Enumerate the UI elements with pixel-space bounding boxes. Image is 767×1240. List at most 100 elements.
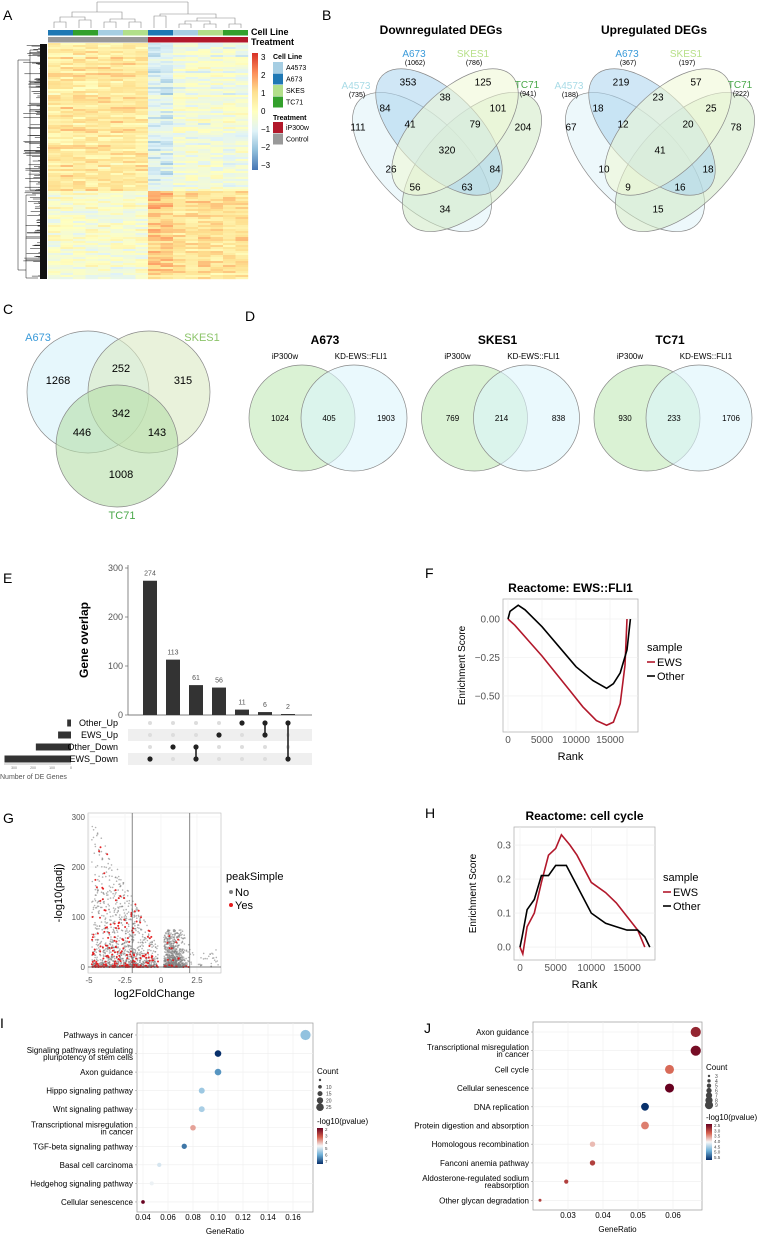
point-no bbox=[95, 943, 98, 946]
heatmap-cell bbox=[235, 181, 249, 184]
color-legend-bar bbox=[317, 1128, 323, 1164]
heatmap-cell bbox=[223, 81, 236, 84]
heatmap-cell bbox=[85, 137, 99, 140]
heatmap-cell bbox=[223, 251, 236, 254]
size-legend-label: 8 bbox=[715, 1098, 718, 1104]
heatmap-cell bbox=[160, 77, 174, 80]
point-no bbox=[163, 964, 166, 966]
heatmap-cell bbox=[98, 187, 111, 190]
point-no bbox=[170, 932, 172, 934]
heatmap-cell bbox=[210, 121, 224, 124]
point-no bbox=[93, 936, 96, 938]
heatmap-cell bbox=[198, 63, 211, 66]
heatmap-cell bbox=[135, 183, 149, 186]
point-no bbox=[173, 965, 175, 967]
heatmap-cell bbox=[160, 163, 174, 166]
matrix-dot bbox=[148, 745, 152, 749]
heatmap-cell bbox=[235, 103, 249, 106]
point-no bbox=[99, 942, 101, 945]
heatmap-cell bbox=[73, 213, 86, 216]
point-no bbox=[209, 953, 211, 955]
point-no bbox=[210, 965, 212, 967]
point-no bbox=[98, 848, 100, 851]
set-size-bar bbox=[58, 731, 71, 739]
heatmap-cell bbox=[210, 81, 224, 84]
venn-set-total: (1062) bbox=[405, 60, 425, 67]
point-yes bbox=[118, 954, 121, 957]
heatmap-cell bbox=[210, 267, 224, 270]
heatmap-cell bbox=[85, 179, 99, 182]
heatmap-cell bbox=[235, 121, 249, 124]
x-axis-title: Rank bbox=[572, 979, 598, 991]
heatmap-cell bbox=[160, 205, 174, 208]
size-legend-label: 25 bbox=[326, 1105, 332, 1111]
heatmap-cell bbox=[173, 57, 186, 60]
heatmap-cell bbox=[235, 225, 249, 228]
venn-set-total: (367) bbox=[620, 60, 636, 67]
heatmap-cell bbox=[110, 47, 124, 50]
heatmap-cell bbox=[160, 193, 174, 196]
heatmap-cell bbox=[160, 137, 174, 140]
heatmap-cell bbox=[173, 141, 186, 144]
size-legend-dot bbox=[316, 1097, 324, 1104]
heatmap-cell bbox=[123, 65, 136, 68]
heatmap-cell bbox=[173, 55, 186, 58]
heatmap-cell bbox=[123, 71, 136, 74]
heatmap-cell bbox=[135, 267, 149, 270]
heatmap-cell bbox=[148, 91, 161, 94]
set-size-tick-label: 0 bbox=[70, 766, 72, 770]
heatmap-cell bbox=[123, 205, 136, 208]
venn-set-label-a4573: A4573 bbox=[342, 81, 371, 92]
heatmap-cell bbox=[148, 121, 161, 124]
point-no bbox=[177, 959, 180, 961]
set-label: Other_Up bbox=[79, 718, 118, 728]
point-no bbox=[108, 952, 111, 954]
point-no bbox=[109, 940, 112, 942]
heatmap-cell bbox=[110, 257, 124, 260]
heatmap-cell bbox=[60, 61, 74, 64]
heatmap-cell bbox=[185, 147, 199, 150]
point-no bbox=[115, 891, 117, 894]
heatmap-cell bbox=[235, 217, 249, 220]
venn-set-total: (222) bbox=[733, 91, 749, 98]
point-no bbox=[179, 949, 181, 951]
heatmap-cell bbox=[73, 165, 86, 168]
heatmap-cell bbox=[98, 67, 111, 70]
heatmap-cell bbox=[148, 135, 161, 138]
heatmap-cell bbox=[173, 199, 186, 202]
venn-region-count: 204 bbox=[515, 123, 532, 134]
term-dot bbox=[181, 1143, 187, 1149]
heatmap-cell bbox=[110, 207, 124, 210]
point-no bbox=[101, 959, 103, 961]
heatmap-cell bbox=[235, 77, 249, 80]
heatmap-cell bbox=[235, 131, 249, 134]
set-size-tick-label: 300 bbox=[11, 766, 17, 770]
heatmap-cell bbox=[123, 113, 136, 116]
heatmap-cell bbox=[198, 81, 211, 84]
heatmap-cell bbox=[210, 177, 224, 180]
point-no bbox=[104, 949, 106, 951]
point-no bbox=[92, 829, 95, 831]
heatmap-cell bbox=[135, 65, 149, 68]
term-label: pluripotency of stem cells bbox=[43, 1053, 133, 1062]
heatmap-cell bbox=[123, 219, 136, 222]
heatmap-cell bbox=[223, 257, 236, 260]
point-yes bbox=[91, 938, 94, 941]
heatmap-cell bbox=[173, 113, 186, 116]
heatmap-cell bbox=[73, 247, 86, 250]
heatmap-cell bbox=[173, 197, 186, 200]
point-no bbox=[127, 905, 130, 907]
heatmap-cell bbox=[73, 215, 86, 218]
point-yes bbox=[123, 918, 126, 921]
heatmap-cell bbox=[223, 157, 236, 160]
venn-set-label: iP300w bbox=[272, 352, 298, 361]
heatmap-cell bbox=[135, 277, 149, 280]
heatmap-cell bbox=[198, 71, 211, 74]
heatmap-cell bbox=[160, 221, 174, 224]
heatmap-cell bbox=[198, 105, 211, 108]
point-no bbox=[101, 858, 103, 861]
heatmap-cell bbox=[135, 241, 149, 244]
heatmap-cell bbox=[135, 45, 149, 48]
heatmap-cell bbox=[123, 249, 136, 252]
heatmap-cell bbox=[223, 237, 236, 240]
